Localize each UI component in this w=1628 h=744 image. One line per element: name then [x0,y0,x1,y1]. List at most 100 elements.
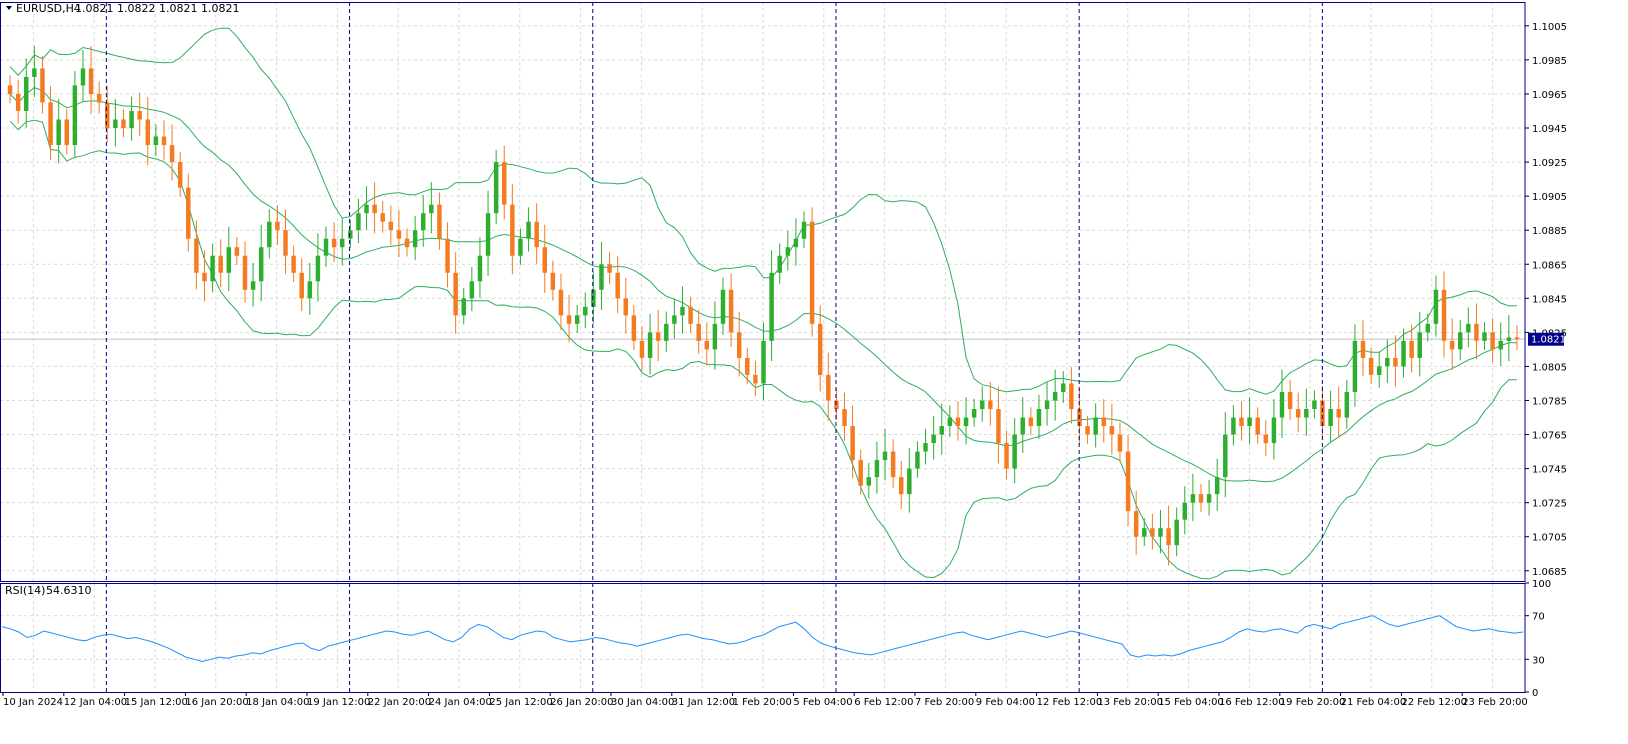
candle-bull [24,76,29,111]
candle-bear [639,340,645,358]
price-tick-label: 1.0705 [1532,533,1567,544]
candle-bear [331,238,337,248]
rsi-chart-frame [0,583,1526,693]
candle-bull [485,213,491,256]
time-tick-label: 19 Feb 20:00 [1280,697,1346,708]
candle-bear [858,460,863,486]
candle-bull [461,298,466,316]
price-tick-label: 1.1005 [1532,22,1567,33]
chart-frames [0,2,1526,693]
candle-bull [1425,323,1431,333]
current-price-label: 1.0821 [1531,335,1566,346]
candle-bull [1190,494,1196,503]
time-tick-label: 13 Feb 20:00 [1097,697,1163,708]
candle-bull [1231,417,1236,435]
time-tick-label: 22 Jan 20:00 [368,697,431,708]
candle-bull [469,281,475,299]
candle-bull [113,119,118,129]
time-tick-label: 25 Jan 12:00 [489,697,552,708]
candle-bear [1117,434,1123,452]
price-tick-label: 1.0765 [1532,431,1567,442]
candle-bull [583,306,588,316]
time-tick-label: 12 Jan 04:00 [64,697,127,708]
candle-bear [169,145,175,163]
candle-bull [785,247,791,256]
candle-bear [291,255,296,273]
candle-bear [607,264,612,273]
candle-bull [1304,409,1309,418]
candle-bull [210,255,215,282]
candle-bull [356,213,361,231]
candle-bull [882,451,888,461]
time-tick-label: 15 Feb 04:00 [1158,697,1224,708]
candle-bull [477,255,483,282]
price-tick-label: 1.0945 [1532,124,1567,135]
dropdown-triangle-icon[interactable] [6,6,12,10]
ohlc-readout: 1.0821 1.0822 1.0821 1.0821 [75,2,239,15]
candle-bull [526,221,531,239]
candle-bull [1214,477,1220,495]
candle-bear [1449,340,1455,350]
candle-bull [348,230,353,239]
candle-bear [161,136,167,146]
time-tick-label: 16 Jan 20:00 [185,697,248,708]
candle-bear [1255,417,1260,435]
candle-bull [1174,519,1179,546]
candle-bear [48,102,53,146]
candle-bear [234,247,240,256]
candle-bear [15,93,21,111]
time-tick-label: 9 Feb 04:00 [976,697,1035,708]
candle-bear [202,272,207,282]
candle-bull [1036,409,1042,427]
symbol-label: EURUSD,H4 [16,2,81,15]
candle-bull [421,213,426,231]
candle-bear [566,315,572,324]
candle-bull [1052,391,1058,401]
candle-bull [647,332,653,358]
candle-bear [380,213,385,222]
period-separators [105,2,1323,692]
candle-bear [1263,434,1269,444]
candle-bear [1004,443,1009,469]
candle-bull [1012,434,1017,469]
candle-bull [493,162,499,214]
candle-bull [1344,391,1350,418]
rsi-axis[interactable]: 100 70 30 0 [1525,579,1551,699]
candle-bull [1385,357,1390,367]
rsi-series-line [1,615,1524,663]
candle-bull [591,289,596,307]
candle-bear [404,238,410,248]
candle-bear [996,409,1001,444]
candle-bull [1466,323,1471,333]
candle-bull [56,119,61,146]
candle-bull [1506,337,1512,341]
candle-bear [396,230,402,239]
price-tick-label: 1.0805 [1532,362,1567,373]
main-chart-frame [0,2,1526,582]
candle-bear [194,238,199,273]
candle-bear [137,110,142,120]
candle-bear [558,289,564,316]
time-tick-label: 31 Jan 12:00 [672,697,735,708]
candle-bull [129,110,134,129]
candle-bull [1401,340,1406,367]
candle-bull [866,477,872,486]
candle-bear [753,374,758,384]
candle-bull [1093,417,1098,435]
candle-bear [1441,289,1447,341]
candle-bear [445,238,450,273]
candle-bear [502,162,507,205]
time-tick-label: 5 Feb 04:00 [793,697,852,708]
candle-bull [1352,340,1358,392]
candle-bear [655,332,661,341]
rsi-tick-label: 100 [1532,579,1551,590]
candle-bull [1182,502,1188,520]
candle-bull [315,255,321,282]
candle-bear [615,272,620,299]
candle-bear [275,221,280,231]
candle-bull [574,315,580,324]
rsi-value: 54.6310 [46,584,92,597]
